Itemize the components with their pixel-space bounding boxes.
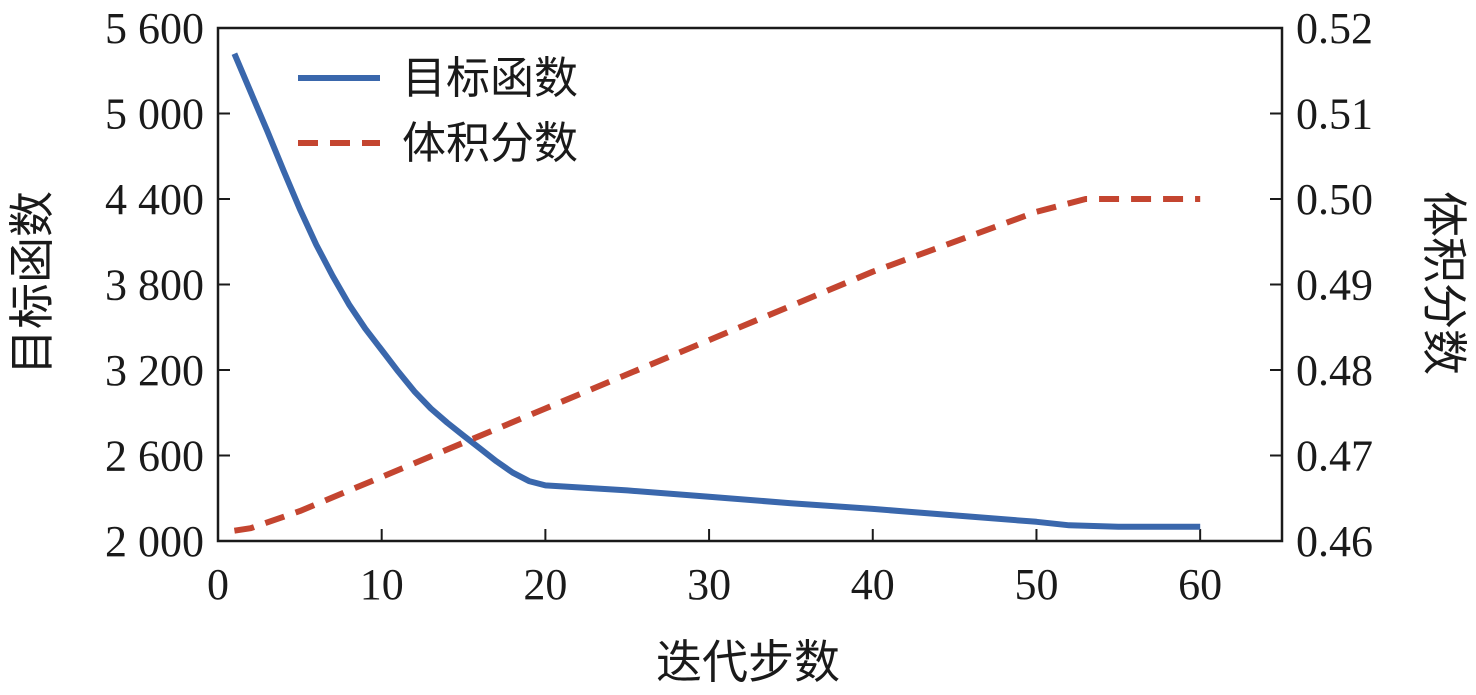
x-tick-label: 10 xyxy=(360,560,404,609)
x-tick-label: 40 xyxy=(851,560,895,609)
left-y-tick-label: 5 000 xyxy=(105,90,204,139)
left-y-tick-label: 4 400 xyxy=(105,175,204,224)
left-y-tick-label: 2 600 xyxy=(105,432,204,481)
x-tick-label: 20 xyxy=(523,560,567,609)
right-y-tick-label: 0.51 xyxy=(1296,90,1373,139)
left-y-tick-label: 3 200 xyxy=(105,346,204,395)
left-y-tick-label: 2 000 xyxy=(105,517,204,566)
right-y-axis-title: 体积分数 xyxy=(1417,191,1471,375)
right-y-tick-label: 0.48 xyxy=(1296,346,1373,395)
plot-border xyxy=(216,26,1284,543)
x-axis-title: 迭代步数 xyxy=(656,635,840,689)
right-y-tick-label: 0.49 xyxy=(1296,261,1373,310)
x-tick-label: 30 xyxy=(687,560,731,609)
plot-frame xyxy=(216,26,1284,543)
right-y-axis-ticks: 0.46 0.47 0.48 0.49 0.50 0.51 0.52 xyxy=(1270,4,1373,566)
left-y-tick-label: 3 800 xyxy=(105,261,204,310)
series-line-volume-fraction xyxy=(233,196,1201,534)
right-y-tick-label: 0.52 xyxy=(1296,4,1373,53)
series-line-objective xyxy=(231,52,1201,530)
x-tick-label: 50 xyxy=(1014,560,1058,609)
right-y-tick-label: 0.50 xyxy=(1296,175,1373,224)
x-tick-label: 0 xyxy=(207,560,229,609)
left-y-tick-label: 5 600 xyxy=(105,4,204,53)
series-layer xyxy=(231,52,1201,534)
left-y-axis-title: 目标函数 xyxy=(5,191,59,375)
legend-label-volume: 体积分数 xyxy=(402,118,578,169)
left-y-axis-ticks: 2 000 2 600 3 200 3 800 4 400 5 000 5 600 xyxy=(105,4,230,566)
right-y-tick-label: 0.46 xyxy=(1296,517,1373,566)
legend-label-objective: 目标函数 xyxy=(402,53,578,104)
x-axis-ticks: 0 10 20 30 40 50 60 xyxy=(207,529,1222,609)
right-y-tick-label: 0.47 xyxy=(1296,432,1373,481)
x-tick-label: 60 xyxy=(1178,560,1222,609)
legend: 目标函数 体积分数 xyxy=(298,53,578,169)
